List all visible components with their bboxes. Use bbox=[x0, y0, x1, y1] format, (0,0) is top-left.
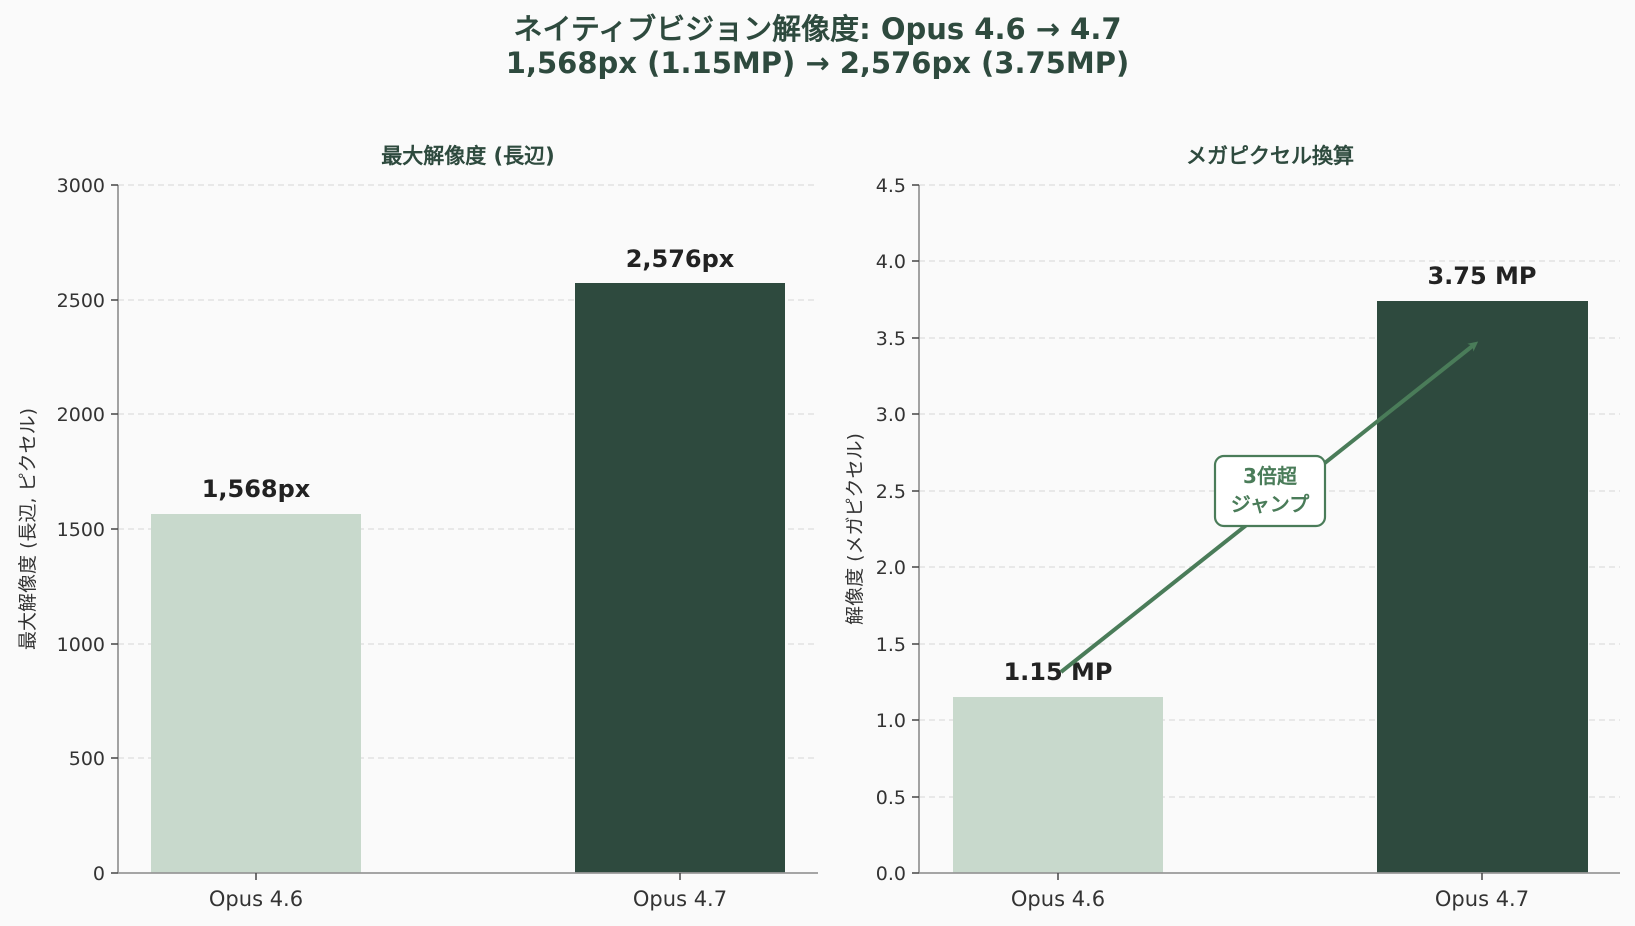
svg-text:0.0: 0.0 bbox=[876, 863, 906, 885]
right-x-ticks: Opus 4.6 Opus 4.7 bbox=[1011, 873, 1529, 911]
svg-text:1500: 1500 bbox=[57, 519, 105, 541]
value-label: 1.15 MP bbox=[1003, 658, 1112, 686]
bar-opus-4-6-mp bbox=[953, 697, 1163, 873]
svg-text:3000: 3000 bbox=[57, 175, 105, 197]
right-panel: メガピクセル換算 1.15 MP 3.75 MP 3倍超 ジャンプ 0.0 0.… bbox=[844, 144, 1620, 911]
right-y-ticks: 0.0 0.5 1.0 1.5 2.0 2.5 3.0 3.5 4.0 4.5 bbox=[876, 175, 919, 885]
svg-text:Opus 4.6: Opus 4.6 bbox=[209, 887, 303, 911]
chart-title-line2: 1,568px (1.15MP) → 2,576px (3.75MP) bbox=[505, 46, 1130, 80]
svg-text:4.0: 4.0 bbox=[876, 251, 906, 273]
svg-text:1.5: 1.5 bbox=[876, 634, 906, 656]
callout-line1: 3倍超 bbox=[1243, 464, 1298, 488]
svg-text:Opus 4.7: Opus 4.7 bbox=[633, 887, 727, 911]
right-panel-title: メガピクセル換算 bbox=[1186, 144, 1354, 168]
bar-opus-4-7-px bbox=[575, 283, 785, 873]
svg-text:500: 500 bbox=[69, 748, 105, 770]
bar-opus-4-7-mp bbox=[1377, 301, 1588, 873]
jump-callout: 3倍超 ジャンプ bbox=[1213, 454, 1327, 528]
left-x-ticks: Opus 4.6 Opus 4.7 bbox=[209, 873, 727, 911]
svg-text:3.5: 3.5 bbox=[876, 328, 906, 350]
svg-text:4.5: 4.5 bbox=[876, 175, 906, 197]
svg-text:2500: 2500 bbox=[57, 290, 105, 312]
left-y-axis-title: 最大解像度 (長辺, ピクセル) bbox=[17, 408, 39, 650]
svg-text:2.0: 2.0 bbox=[876, 557, 906, 579]
svg-text:2000: 2000 bbox=[57, 404, 105, 426]
svg-text:Opus 4.6: Opus 4.6 bbox=[1011, 887, 1105, 911]
svg-text:3.0: 3.0 bbox=[876, 404, 906, 426]
value-label: 2,576px bbox=[626, 245, 735, 273]
right-y-axis-title: 解像度 (メガピクセル) bbox=[844, 433, 866, 625]
svg-text:1.0: 1.0 bbox=[876, 710, 906, 732]
svg-text:Opus 4.7: Opus 4.7 bbox=[1435, 887, 1529, 911]
svg-text:0.5: 0.5 bbox=[876, 787, 906, 809]
bar-opus-4-6-px bbox=[151, 514, 361, 873]
svg-text:1000: 1000 bbox=[57, 634, 105, 656]
callout-line2: ジャンプ bbox=[1231, 492, 1310, 516]
svg-text:2.5: 2.5 bbox=[876, 481, 906, 503]
value-label: 3.75 MP bbox=[1427, 262, 1536, 290]
left-panel-title: 最大解像度 (長辺) bbox=[381, 144, 555, 168]
chart-title-line1: ネイティブビジョン解像度: Opus 4.6 → 4.7 bbox=[513, 12, 1122, 46]
value-label: 1,568px bbox=[202, 475, 311, 503]
svg-text:0: 0 bbox=[93, 863, 105, 885]
left-y-ticks: 0 500 1000 1500 2000 2500 3000 bbox=[57, 175, 118, 885]
left-panel: 最大解像度 (長辺) 1,568px 2,576px 0 500 1000 15… bbox=[17, 144, 818, 911]
